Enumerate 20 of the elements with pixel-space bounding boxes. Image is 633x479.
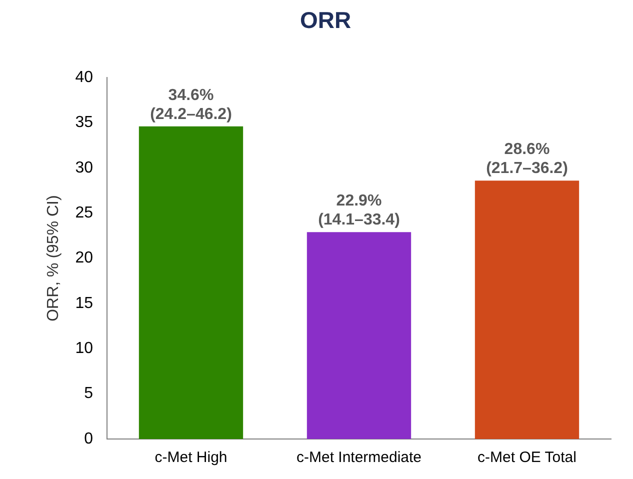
y-tick-label: 15 [75,294,94,312]
y-tick-label: 5 [84,385,94,402]
data-label: 22.9% (14.1–33.4) [318,192,400,229]
data-label: 34.6% (24.2–46.2) [150,86,232,123]
chart-title: ORR [300,7,352,34]
y-tick-label: 0 [84,430,94,448]
x-tick-label: c-Met OE Total [478,449,576,466]
data-label: 28.6% (21.7–36.2) [486,141,568,178]
x-tick-label: c-Met High [154,449,228,466]
y-axis-title: ORR, % (95% CI) [45,195,62,322]
y-tick-label: 25 [75,204,94,222]
x-tick-label: c-Met Intermediate [296,449,422,466]
y-tick-label: 30 [75,159,94,176]
bar [306,232,412,439]
y-tick-label: 10 [75,340,94,358]
y-tick-label: 20 [75,250,94,267]
y-tick-label: 40 [75,69,94,86]
y-tick-label: 35 [75,114,94,132]
bar [474,180,580,439]
bar [138,126,244,439]
